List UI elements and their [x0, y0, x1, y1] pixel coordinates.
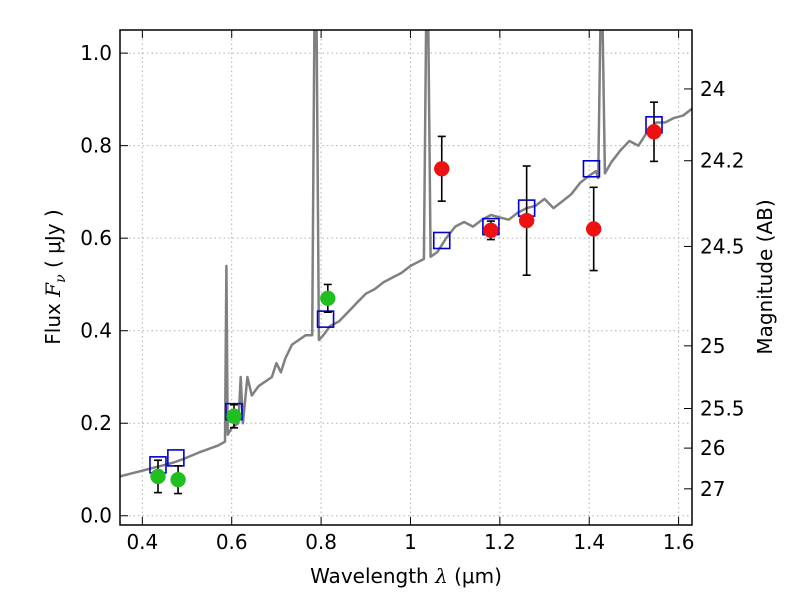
model-spectrum-line [120, 30, 692, 478]
x-axis-label: Wavelength λ (μm) [310, 564, 502, 588]
green-data-point [170, 471, 186, 488]
model-photometry-square [432, 231, 451, 250]
right-tick-label: 24.2 [700, 149, 745, 173]
plot-frame [119, 29, 693, 526]
ticks: 0.4 0.6 0.8 1 1.2 1.4 1.6 0.0 0.2 0.4 0.6 0.8 1.0 24 2… [80, 30, 745, 554]
y-tick-label: 1.0 [80, 41, 112, 65]
y-tick-label: 0.4 [80, 319, 112, 343]
right-tick-label: 25.5 [700, 397, 745, 421]
green-data-point [226, 408, 242, 425]
x-tick-label: 0.4 [126, 530, 158, 554]
y-tick-label: 0.2 [80, 411, 112, 435]
x-tick-label: 1 [404, 530, 417, 554]
model-photometry-square [316, 310, 335, 328]
right-tick-label: 24 [700, 77, 725, 101]
x-tick-label: 0.6 [216, 530, 248, 554]
grid [120, 30, 692, 525]
right-tick-label: 25 [700, 334, 725, 358]
x-tick-label: 1.2 [484, 530, 516, 554]
green-data-point [150, 468, 166, 485]
model-photometry-square [582, 159, 601, 178]
plot-background [120, 30, 692, 525]
red-data-point [585, 221, 602, 237]
y-tick-label: 0.8 [80, 134, 112, 158]
red-data-point [646, 124, 662, 140]
green-data-point [320, 290, 336, 307]
red-data-point [434, 161, 450, 177]
x-tick-label: 1.4 [573, 530, 605, 554]
red-data-point [518, 212, 535, 229]
y-axis-label: Flux Fν ( μJy ) [41, 209, 69, 344]
right-tick-label: 24.5 [700, 234, 745, 258]
red-data-point [483, 222, 499, 239]
y-tick-label: 0.6 [80, 226, 112, 250]
right-tick-label: 26 [700, 436, 725, 460]
data-layer [120, 30, 692, 495]
x-tick-label: 0.8 [305, 530, 337, 554]
right-tick-label: 27 [700, 477, 725, 501]
right-axis-label: Magnitude (AB) [753, 199, 777, 354]
y-tick-label: 0.0 [80, 504, 112, 528]
x-tick-label: 1.6 [663, 530, 695, 554]
